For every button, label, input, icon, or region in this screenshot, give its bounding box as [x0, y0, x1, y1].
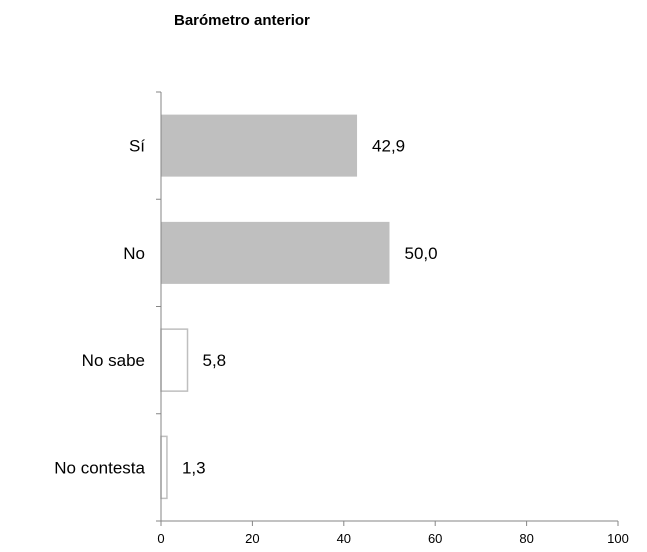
bar-1: [161, 221, 390, 284]
category-label-3: No contesta: [54, 458, 145, 477]
bar-2: [160, 328, 189, 392]
chart-title: Barómetro anterior: [174, 12, 310, 29]
data-label-0: 42,9: [372, 137, 405, 156]
x-tick-label-4: 80: [519, 531, 533, 546]
x-tick-label-3: 60: [428, 531, 442, 546]
data-label-1: 50,0: [405, 244, 438, 263]
x-tick-label-5: 100: [607, 531, 629, 546]
x-tick-label-2: 40: [337, 531, 351, 546]
category-label-2: No sabe: [82, 351, 145, 370]
data-label-3: 1,3: [182, 458, 206, 477]
x-tick-label-1: 20: [245, 531, 259, 546]
data-label-2: 5,8: [203, 351, 227, 370]
plot-area: Sí 42,9 No 50,0 No sabe 5,8 No contesta 1,3 0 20 4…: [54, 91, 629, 546]
category-label-1: No: [123, 244, 145, 263]
x-tick-label-0: 0: [157, 531, 164, 546]
category-label-0: Sí: [129, 137, 145, 156]
bar-0: [161, 114, 358, 177]
bar-3: [160, 435, 168, 500]
